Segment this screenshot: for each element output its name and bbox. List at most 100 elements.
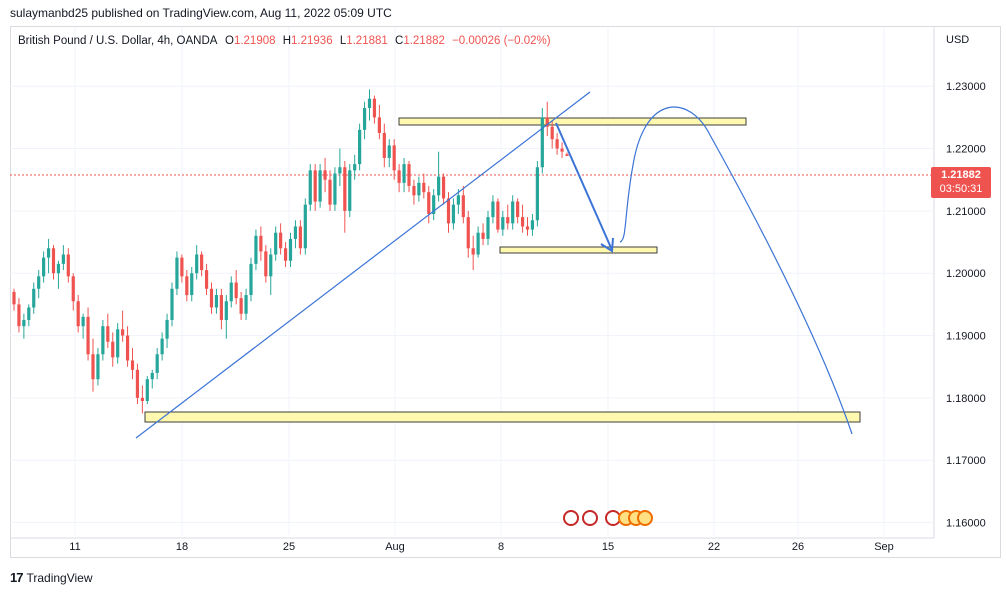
candle-body <box>476 232 480 255</box>
candle-body <box>125 335 130 361</box>
candle-body <box>96 354 100 380</box>
candle-body <box>372 98 377 118</box>
candle <box>506 204 510 230</box>
candle <box>239 291 243 320</box>
candle-body <box>150 372 154 380</box>
event-icon <box>637 510 653 526</box>
candle <box>86 307 90 361</box>
candle <box>101 319 105 361</box>
candle <box>333 167 337 211</box>
candle <box>190 266 194 302</box>
drawings <box>135 91 853 439</box>
candle-body <box>353 164 357 171</box>
candle <box>535 161 539 227</box>
candle <box>288 232 293 267</box>
event-icons <box>563 510 653 526</box>
candle <box>204 263 209 296</box>
projection-curve <box>619 106 853 435</box>
candle-body <box>333 173 337 205</box>
candle <box>412 179 416 205</box>
candle-body <box>516 201 520 218</box>
candle-body <box>145 379 149 401</box>
candle <box>461 185 465 224</box>
trend-line <box>135 91 591 439</box>
candle <box>372 95 377 124</box>
candle-body <box>303 204 307 249</box>
candle <box>121 310 125 342</box>
candle <box>111 332 115 367</box>
x-tick-label: 18 <box>176 541 188 553</box>
candle <box>446 192 451 233</box>
footer-branding[interactable]: 17 TradingView <box>10 570 93 585</box>
candle-body <box>12 291 16 305</box>
candle-body <box>170 288 174 320</box>
footer-brand-name: TradingView <box>26 570 93 585</box>
candle <box>150 369 154 389</box>
mid-support-zone <box>499 246 658 254</box>
candle <box>328 170 332 211</box>
candle-body <box>279 232 283 249</box>
candle <box>555 132 559 155</box>
candle <box>249 257 253 302</box>
candle <box>269 248 273 296</box>
candle-body <box>446 198 451 224</box>
candle <box>303 198 307 255</box>
major-support-zone <box>144 411 861 423</box>
candle-body <box>530 220 535 230</box>
candle <box>338 148 342 186</box>
candle-body <box>293 226 298 239</box>
candles <box>12 89 569 414</box>
y-tick-label: 1.19000 <box>946 331 986 343</box>
candle-body <box>348 170 352 211</box>
candle <box>402 157 406 193</box>
candle <box>511 195 515 230</box>
candle <box>451 198 456 230</box>
candle <box>560 142 564 158</box>
candle <box>27 304 31 327</box>
candle <box>293 220 298 249</box>
candle <box>160 332 164 361</box>
x-tick-label: 26 <box>792 541 804 553</box>
symbol-legend: British Pound / U.S. Dollar, 4h, OANDA O… <box>18 35 551 47</box>
open-value: 1.21908 <box>233 35 276 47</box>
candle <box>397 164 401 193</box>
candle <box>125 326 130 367</box>
arrow-head <box>600 237 614 253</box>
candle-body <box>274 232 278 255</box>
candle <box>170 282 174 327</box>
candle-body <box>259 235 263 252</box>
candle-body <box>175 257 179 289</box>
candle <box>200 251 204 277</box>
candle <box>229 276 233 308</box>
candle <box>116 323 120 364</box>
candle <box>530 213 535 236</box>
candle <box>318 164 322 208</box>
candle <box>456 189 460 214</box>
candle-body <box>224 301 228 320</box>
candle-body <box>264 251 268 277</box>
low-label: L <box>339 35 347 47</box>
candle-body <box>219 295 223 320</box>
candle-body <box>269 254 273 277</box>
uk-flag-icon <box>605 510 621 526</box>
currency-label[interactable]: USD <box>946 34 970 46</box>
candle-body <box>407 164 411 186</box>
candle <box>259 226 263 261</box>
y-tick-label: 1.16000 <box>946 518 986 530</box>
candle <box>175 251 179 296</box>
y-tick-label: 1.18000 <box>946 393 986 405</box>
candle-body <box>209 288 214 308</box>
candle <box>135 363 140 405</box>
axes: 1.23000 1.22000 1.21000 1.20000 1.19000 1.180… <box>10 27 986 553</box>
candle-body <box>387 145 391 158</box>
candle-body <box>42 257 46 277</box>
candle-body <box>298 226 302 249</box>
candle <box>323 157 327 193</box>
candle-body <box>412 185 416 196</box>
candle-body <box>140 397 144 401</box>
candle-body <box>313 170 317 202</box>
candle-body <box>402 164 406 183</box>
candle-body <box>560 148 564 152</box>
candle-body <box>160 338 164 355</box>
